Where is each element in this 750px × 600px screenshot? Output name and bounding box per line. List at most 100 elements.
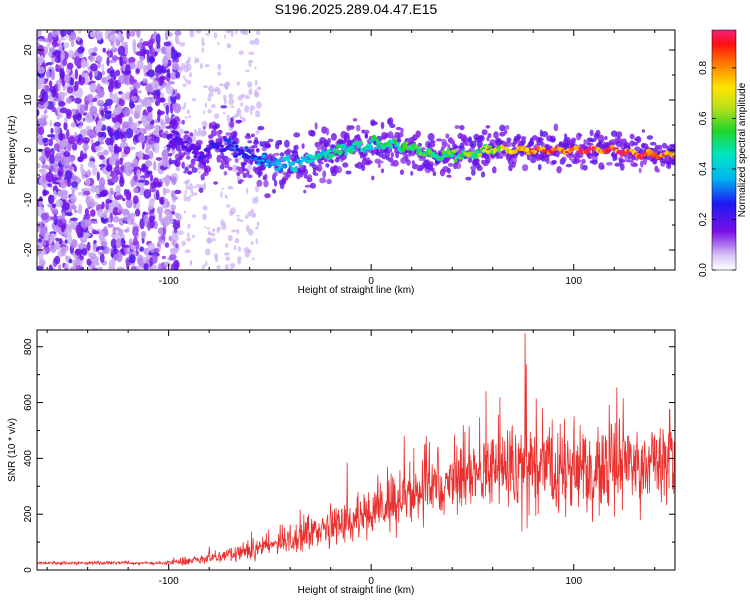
spectrogram-ridge-halo [170, 159, 177, 165]
spectrogram-noise-blob [130, 180, 135, 188]
spectrogram-ridge-halo [581, 158, 586, 164]
spectrogram-noise-blob [233, 244, 237, 251]
spectrogram-noise-blob [65, 212, 73, 217]
spectrogram-ridge-halo [522, 164, 529, 172]
spectrogram-noise-blob [117, 31, 122, 41]
spectrogram-noise-blob [178, 40, 181, 46]
spectrogram-noise-blob [146, 170, 153, 175]
spectrogram-noise-blob [143, 96, 148, 106]
spectrogram-noise-blob [121, 208, 129, 216]
spectrogram-ridge-halo [232, 130, 238, 138]
spectrogram-noise-blob [162, 225, 167, 236]
spectrogram-ridge-halo [390, 152, 394, 158]
spectrogram-noise-blob [68, 49, 74, 59]
spectrogram-noise-blob [37, 30, 42, 37]
spectrogram-ridge-core [400, 146, 407, 152]
spectrogram-noise-blob [96, 99, 105, 107]
spectrogram-noise-blob [247, 164, 252, 171]
spectrogram-noise-blob [206, 237, 213, 244]
spectrogram-noise-blob [109, 33, 117, 42]
spectrogram-noise-blob [95, 255, 99, 265]
spectrogram-noise-blob [53, 121, 61, 128]
spectrogram-noise-blob [145, 83, 153, 93]
spectrogram-noise-blob [89, 70, 93, 81]
spectrogram-ridge-core [261, 154, 266, 158]
spectrogram-noise-blob [203, 85, 208, 89]
spectrogram-noise-blob [124, 41, 128, 45]
spectrogram-noise-blob [183, 65, 189, 73]
spectrogram-noise-blob [64, 267, 68, 270]
spectrogram-ridge-core [274, 168, 280, 172]
spectrogram-noise-blob [111, 199, 119, 208]
spectrogram-ridge-core [374, 146, 379, 149]
spectrogram-ridge-core [229, 148, 235, 152]
spectrogram-noise-blob [119, 176, 125, 188]
spectrogram-noise-blob [43, 110, 48, 114]
spectrogram-noise-blob [99, 177, 106, 188]
spectrogram-ridge-halo [318, 161, 324, 165]
spectrogram-ridge-halo [195, 139, 203, 145]
spectrogram-ridge-halo [432, 171, 437, 177]
spectrogram-noise-blob [66, 97, 72, 104]
spectrogram-noise-blob [122, 107, 131, 117]
snr-series-line [37, 332, 675, 567]
spectrogram-ridge-core [171, 130, 176, 134]
spectrogram-noise-blob [131, 95, 138, 102]
spectrogram-noise-blob [126, 30, 130, 40]
spectrogram-noise-blob [54, 255, 61, 265]
spectrogram-ridge-halo [578, 133, 583, 137]
spectrogram-noise-blob [205, 248, 211, 256]
spectrogram-noise-blob [57, 81, 61, 92]
spectrogram-ridge-halo [204, 165, 211, 173]
spectrogram-ridge-halo [239, 179, 244, 183]
spectrogram-noise-blob [133, 236, 138, 246]
spectrogram-noise-blob [191, 214, 197, 218]
spectrogram-ridge-halo [616, 137, 622, 143]
spectrogram-noise-blob [83, 76, 90, 85]
spectrogram-noise-blob [175, 34, 179, 45]
spectrogram-ridge-halo [470, 165, 477, 171]
spectrogram-noise-blob [147, 69, 156, 78]
spectrogram-noise-blob [143, 214, 149, 224]
spectrogram-noise-blob [90, 132, 97, 139]
spectrogram-noise-blob [134, 122, 141, 128]
spectrogram-noise-blob [56, 115, 60, 120]
spectrogram-ridge-core [372, 136, 378, 142]
spectrogram-noise-blob [55, 97, 62, 103]
spectrogram-ridge-halo [330, 159, 334, 164]
spectrogram-ridge-halo [583, 139, 587, 145]
snr-xtick-label: -100 [159, 576, 179, 587]
spectrogram-noise-blob [184, 116, 187, 120]
spectrogram-noise-blob [90, 138, 94, 145]
spectrogram-noise-blob [225, 256, 231, 261]
spectrogram-ridge-core [333, 149, 340, 154]
spectrogram-ytick-label: -20 [23, 242, 34, 257]
spectrogram-ridge-halo [587, 152, 593, 160]
spectrogram-noise-blob [37, 127, 45, 135]
spectrogram-ridge-halo [267, 138, 274, 143]
spectrogram-ridge-halo [399, 169, 405, 175]
spectrogram-ridge-halo [257, 125, 265, 131]
spectrogram-ridge-halo [256, 179, 263, 187]
spectrogram-noise-blob [87, 226, 93, 230]
spectrogram-noise-blob [86, 93, 94, 103]
spectrogram-noise-blob [236, 228, 240, 235]
spectrogram-noise-blob [37, 121, 45, 130]
spectrogram-noise-blob [140, 231, 147, 239]
spectrogram-noise-blob [88, 266, 93, 270]
spectrogram-noise-blob [50, 208, 58, 212]
spectrogram-noise-blob [139, 55, 145, 62]
spectrogram-noise-blob [77, 156, 83, 163]
spectrogram-noise-blob [149, 96, 155, 103]
spectrogram-ridge-halo [638, 167, 642, 174]
spectrogram-noise-blob [181, 240, 186, 247]
spectrogram-noise-blob [248, 249, 252, 253]
spectrogram-noise-blob [174, 30, 182, 36]
spectrogram-noise-blob [102, 149, 109, 156]
spectrogram-noise-blob [148, 112, 153, 120]
spectrogram-noise-blob [156, 242, 161, 248]
spectrogram-noise-blob [238, 50, 244, 55]
spectrogram-ridge-halo [360, 164, 366, 172]
spectrogram-noise-blob [148, 150, 154, 160]
